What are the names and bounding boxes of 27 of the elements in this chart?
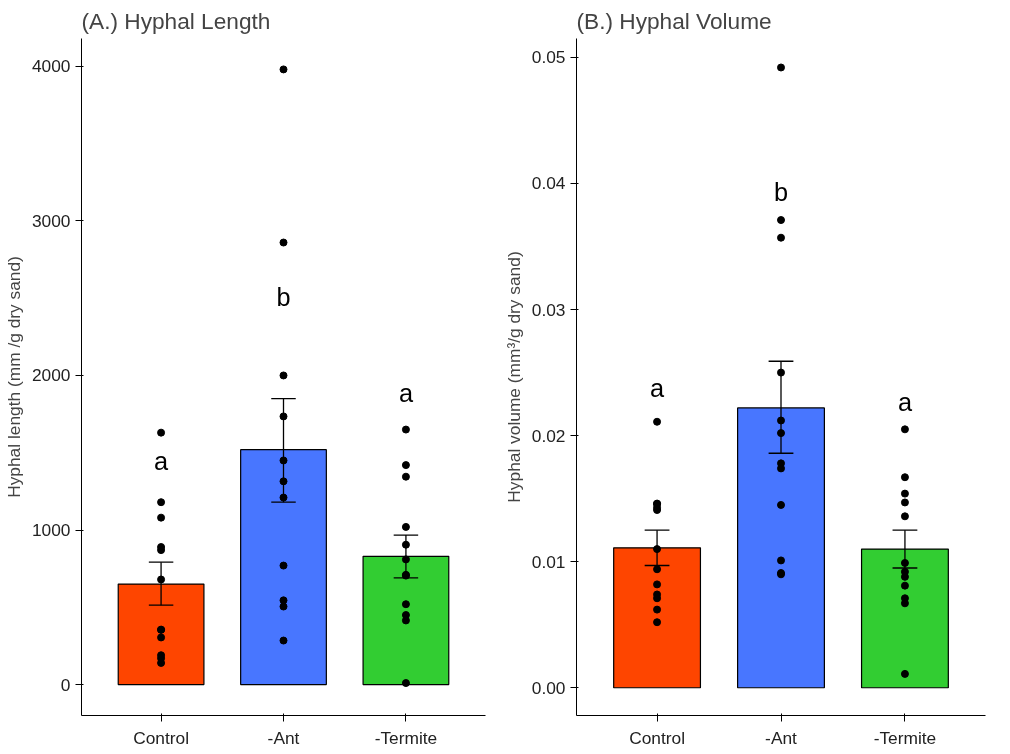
x-tick-label: Control xyxy=(133,727,190,748)
y-tick-label: 1000 xyxy=(31,520,71,541)
x-tick-label: -Ant xyxy=(267,727,300,748)
chart-title: (B.) Hyphal Volume xyxy=(576,7,772,34)
y-axis-title: Hyphal length (mm /g dry sand) xyxy=(3,256,24,498)
y-tick-label: 3000 xyxy=(31,210,71,231)
annotation: a xyxy=(398,378,414,407)
y-tick-label: 0.00 xyxy=(531,677,566,698)
x-tick-label: -Termite xyxy=(374,727,438,748)
y-tick-label: 4000 xyxy=(31,56,71,77)
y-tick-label: 2000 xyxy=(31,365,71,386)
x-tick-label: -Ant xyxy=(765,727,798,748)
y-tick-label: 0.01 xyxy=(531,551,566,572)
annotation: b xyxy=(276,283,291,312)
annotation: b xyxy=(773,177,789,206)
chart-title: (A.) Hyphal Length xyxy=(81,7,271,34)
annotation: a xyxy=(897,387,913,416)
y-axis-title: Hyphal volume (mm³/g dry sand) xyxy=(503,251,524,503)
x-tick-label: -Termite xyxy=(873,727,937,748)
x-tick-label: Control xyxy=(629,727,686,748)
y-tick-label: 0 xyxy=(60,674,71,695)
annotation: a xyxy=(650,374,666,403)
y-tick-label: 0.03 xyxy=(531,299,566,320)
y-tick-label: 0.05 xyxy=(531,47,566,68)
y-tick-label: 0.02 xyxy=(531,425,566,446)
y-tick-label: 0.04 xyxy=(531,173,566,194)
annotation: a xyxy=(154,446,170,475)
